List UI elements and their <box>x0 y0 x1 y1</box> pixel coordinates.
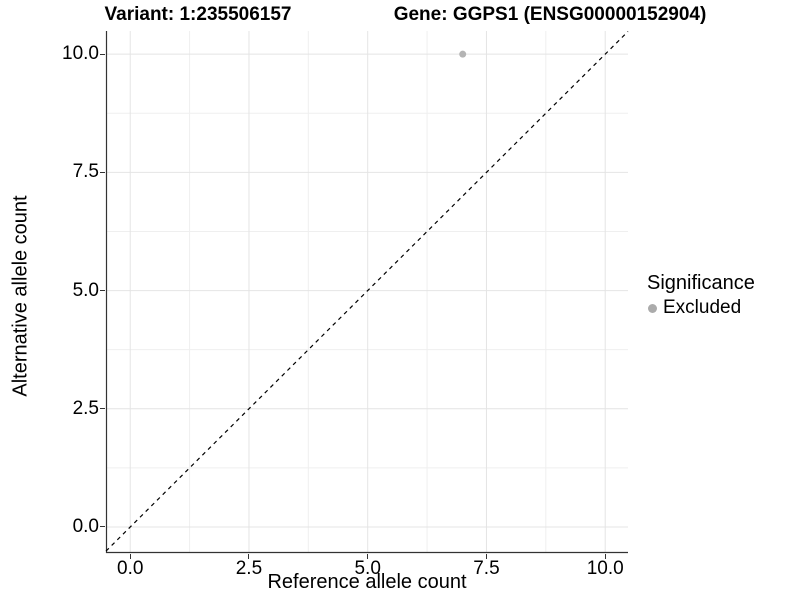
y-tick-label: 7.5 <box>72 161 99 183</box>
plot-title-gene: Gene: GGPS1 (ENSG00000152904) <box>393 4 707 25</box>
y-tick-mark <box>100 290 105 292</box>
legend: Significance Excluded <box>647 271 755 319</box>
x-tick-label: 5.0 <box>354 558 381 579</box>
y-tick-label: 5.0 <box>72 279 99 301</box>
y-tick-mark <box>100 526 105 528</box>
x-tick-mark <box>485 554 487 559</box>
legend-title: Significance <box>647 272 755 294</box>
y-tick-label: 2.5 <box>72 397 99 419</box>
y-tick-mark <box>100 53 105 55</box>
plot-title-variant: Variant: 1:235506157 <box>104 4 292 25</box>
y-tick-mark <box>100 171 105 173</box>
x-tick-mark <box>129 554 131 559</box>
x-tick-mark <box>248 554 250 559</box>
legend-item-label: Excluded <box>663 297 742 318</box>
x-tick-label: 0.0 <box>117 558 144 579</box>
x-tick-label: 10.0 <box>586 558 624 579</box>
plot-canvas <box>105 31 629 554</box>
y-tick-label: 0.0 <box>72 515 99 537</box>
x-tick-label: 7.5 <box>473 558 500 579</box>
legend-item-excluded: Excluded <box>647 297 755 319</box>
y-tick-label: 10.0 <box>62 43 99 65</box>
y-tick-mark <box>100 408 105 410</box>
x-tick-mark <box>604 554 606 559</box>
x-tick-mark <box>367 554 369 559</box>
plot-panel <box>105 31 629 554</box>
x-tick-label: 2.5 <box>235 558 263 579</box>
excluded-point-swatch <box>648 303 657 313</box>
identity-dashed-line <box>105 31 629 552</box>
x-axis-title: Reference allele count <box>267 571 467 593</box>
data-point <box>459 50 467 58</box>
